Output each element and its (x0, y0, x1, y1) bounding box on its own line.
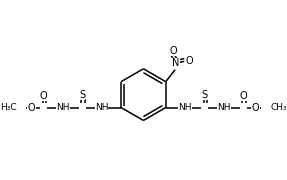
Text: N: N (172, 58, 180, 68)
Text: O: O (169, 46, 177, 56)
Text: O: O (40, 91, 47, 101)
Text: CH₃: CH₃ (270, 103, 287, 112)
Text: NH: NH (56, 103, 70, 112)
Text: NH: NH (179, 103, 192, 112)
Text: O: O (239, 91, 247, 101)
Text: O: O (251, 103, 259, 112)
Text: NH: NH (95, 103, 108, 112)
Text: H₃C: H₃C (0, 103, 17, 112)
Text: O: O (185, 56, 193, 66)
Text: S: S (79, 90, 85, 100)
Text: O: O (28, 103, 35, 112)
Text: S: S (201, 90, 208, 100)
Text: NH: NH (217, 103, 231, 112)
